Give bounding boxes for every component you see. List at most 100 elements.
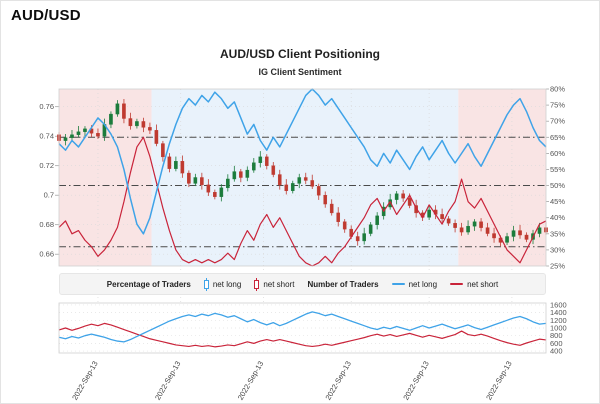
net-long-pct-line — [58, 88, 547, 235]
right-axis-tick-label: 80% — [550, 85, 565, 94]
rect-mark — [232, 171, 237, 180]
rect-mark — [336, 212, 341, 222]
rect-mark — [200, 177, 204, 186]
rect-mark — [115, 103, 120, 115]
rect-mark — [284, 184, 289, 191]
rect-mark — [427, 209, 431, 218]
x-axis-tick-label: 2022-Sep-13 — [153, 360, 182, 402]
count-axis-tick-label: 1200 — [550, 316, 567, 325]
rect-mark — [453, 223, 457, 228]
rect-mark — [59, 89, 152, 266]
rect-mark — [128, 118, 133, 127]
rect-mark — [303, 177, 308, 181]
right-axis-tick-label: 70% — [550, 117, 565, 126]
rect-mark — [342, 221, 347, 230]
legend-group-number-of-traders: Number of Traders — [307, 279, 379, 289]
rect-mark — [206, 184, 211, 193]
rect-mark — [180, 161, 185, 174]
rect-mark — [479, 221, 483, 228]
rect-mark — [537, 227, 542, 234]
right-axis-tick-label: 60% — [550, 149, 565, 158]
chart-legend: Percentage of Traders net long net short… — [59, 273, 546, 295]
rect-mark — [316, 186, 321, 196]
rect-mark — [518, 230, 522, 236]
rect-mark — [219, 187, 224, 197]
left-axis-tick-label: 0.7 — [44, 191, 54, 200]
x-axis-tick-label: 2022-Sep-13 — [401, 360, 430, 402]
rect-mark — [524, 234, 529, 240]
rect-mark — [297, 177, 302, 184]
legend-label-num-net-short: net short — [467, 279, 499, 289]
rect-mark — [368, 224, 373, 234]
count-axis-tick-label: 1400 — [550, 308, 567, 317]
right-axis-tick-label: 65% — [550, 133, 565, 142]
rect-mark — [401, 193, 405, 199]
net-short-pct-line — [58, 136, 547, 267]
rect-mark — [290, 183, 295, 191]
legend-item-num-net-long: net long — [391, 279, 438, 289]
pair-title: AUD/USD — [11, 7, 81, 24]
rect-mark — [362, 233, 366, 242]
rect-mark — [167, 156, 172, 169]
rect-mark — [407, 197, 412, 206]
right-axis-tick-label: 55% — [550, 165, 565, 174]
rect-mark — [193, 177, 198, 184]
rect-mark — [187, 172, 191, 184]
rect-mark — [271, 165, 276, 175]
rect-mark — [174, 161, 178, 169]
right-axis-tick-label: 75% — [550, 101, 565, 110]
rect-mark — [226, 178, 230, 189]
legend-item-num-net-short: net short — [450, 280, 498, 289]
rect-mark — [148, 127, 152, 131]
rect-mark — [76, 131, 81, 135]
right-axis-tick-label: 40% — [550, 213, 565, 222]
rect-mark — [122, 103, 126, 119]
rect-mark — [154, 130, 159, 144]
right-axis-tick-label: 30% — [550, 245, 565, 254]
rect-mark — [63, 137, 68, 141]
legend-label-net-long: net long — [212, 279, 242, 289]
rect-mark — [213, 192, 217, 197]
rect-mark — [511, 230, 516, 237]
rect-mark — [485, 227, 490, 234]
rect-mark — [135, 121, 139, 127]
main-plot-border — [58, 88, 547, 267]
right-axis-tick-label: 50% — [550, 181, 565, 190]
count-axis-tick-label: 800 — [550, 331, 563, 340]
rect-mark — [375, 215, 379, 225]
legend-label-num-net-long: net long — [408, 279, 438, 289]
x-axis-tick-label: 2022-Sep-13 — [70, 360, 99, 402]
right-axis-tick-label: 35% — [550, 229, 565, 238]
left-axis-tick-label: 0.74 — [39, 132, 54, 141]
legend-label-net-short: net short — [263, 279, 295, 289]
rect-mark — [251, 162, 256, 171]
rect-mark — [472, 221, 477, 227]
background-bands — [59, 89, 546, 266]
right-axis-tick-label: 45% — [550, 197, 565, 206]
percent-axis-labels: 25% 30% 35% 40% 45% 50% 55% 60% 65% 70% 75% 80% — [546, 85, 565, 271]
rect-mark — [161, 143, 165, 158]
rect-mark — [440, 214, 444, 220]
rect-mark — [239, 171, 243, 178]
left-axis-tick-label: 0.72 — [39, 161, 54, 170]
rect-mark — [323, 194, 328, 205]
left-axis-tick-label: 0.66 — [39, 250, 54, 259]
subplot-border — [58, 302, 547, 354]
x-axis-tick-label: 2022-Sep-13 — [236, 360, 265, 402]
count-axis-tick-label: 1000 — [550, 324, 567, 333]
count-axis-tick-label: 400 — [550, 347, 563, 356]
net-short-candle-icon — [254, 277, 260, 291]
rect-mark — [355, 236, 360, 242]
rect-mark — [96, 133, 100, 137]
rect-mark — [310, 180, 315, 187]
count-axis-tick-label: 600 — [550, 339, 563, 348]
rect-mark — [277, 174, 282, 186]
rect-mark — [83, 128, 87, 132]
rect-mark — [70, 134, 74, 138]
rect-mark — [505, 236, 509, 243]
x-axis-tick-label: 2022-Sep-13 — [484, 360, 513, 402]
left-axis-tick-label: 0.76 — [39, 102, 54, 111]
rect-mark — [414, 205, 418, 214]
